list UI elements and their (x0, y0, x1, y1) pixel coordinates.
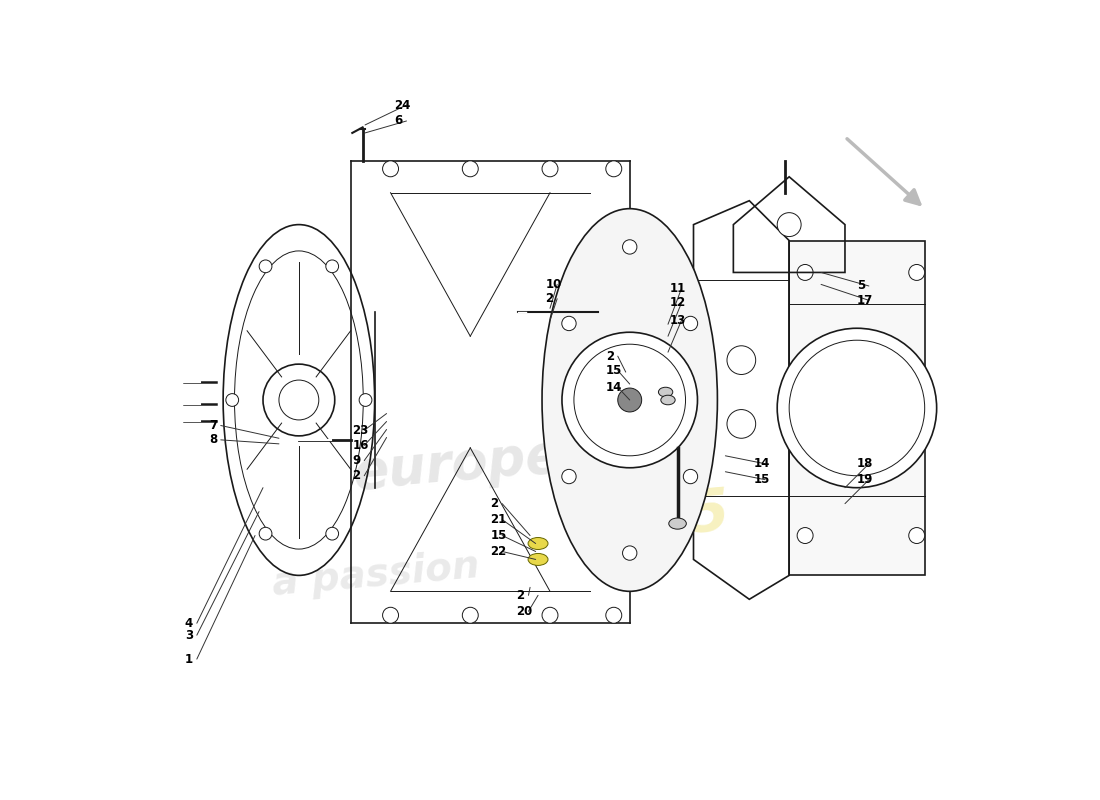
Text: 3: 3 (185, 629, 192, 642)
Text: 24: 24 (395, 98, 411, 111)
Ellipse shape (528, 554, 548, 566)
Text: 15: 15 (491, 529, 507, 542)
Circle shape (562, 316, 576, 330)
Polygon shape (789, 241, 925, 575)
Ellipse shape (528, 538, 548, 550)
Circle shape (326, 527, 339, 540)
Circle shape (909, 527, 925, 543)
Circle shape (462, 161, 478, 177)
Circle shape (683, 316, 697, 330)
Circle shape (562, 332, 697, 468)
Text: 12: 12 (670, 296, 685, 310)
Text: 18: 18 (857, 458, 873, 470)
Text: 2: 2 (546, 292, 553, 306)
Circle shape (326, 260, 339, 273)
Ellipse shape (659, 387, 673, 397)
Ellipse shape (661, 395, 675, 405)
Circle shape (260, 527, 272, 540)
Text: 5: 5 (857, 279, 866, 293)
Text: 9: 9 (352, 454, 361, 467)
Text: 16: 16 (352, 439, 368, 452)
Ellipse shape (542, 209, 717, 591)
Text: 20: 20 (517, 605, 532, 618)
Circle shape (542, 161, 558, 177)
Text: europes: europes (351, 427, 595, 500)
Text: 17: 17 (857, 294, 873, 307)
Circle shape (623, 546, 637, 560)
Circle shape (383, 161, 398, 177)
Circle shape (606, 607, 621, 623)
Circle shape (462, 607, 478, 623)
Circle shape (226, 394, 239, 406)
Text: 21: 21 (491, 513, 506, 526)
Text: 14: 14 (754, 458, 770, 470)
Circle shape (683, 470, 697, 484)
Circle shape (542, 607, 558, 623)
Circle shape (727, 346, 756, 374)
Circle shape (623, 240, 637, 254)
Text: 19: 19 (857, 474, 873, 486)
Circle shape (778, 328, 937, 488)
Circle shape (618, 388, 641, 412)
Text: a passion: a passion (271, 547, 482, 603)
Text: 14: 14 (606, 381, 623, 394)
Text: 22: 22 (491, 545, 506, 558)
Circle shape (798, 265, 813, 281)
Circle shape (562, 470, 576, 484)
Circle shape (778, 213, 801, 237)
Text: 6: 6 (395, 114, 403, 127)
Ellipse shape (669, 518, 686, 529)
Circle shape (383, 607, 398, 623)
Text: 8: 8 (209, 434, 217, 446)
Circle shape (798, 527, 813, 543)
Circle shape (359, 394, 372, 406)
Circle shape (606, 161, 621, 177)
Text: 15: 15 (754, 474, 770, 486)
Text: 2: 2 (491, 497, 498, 510)
Text: 4: 4 (185, 617, 194, 630)
Text: 11: 11 (670, 282, 685, 295)
Text: 7: 7 (209, 419, 217, 432)
Circle shape (727, 410, 756, 438)
Text: 1: 1 (185, 653, 192, 666)
Text: 2: 2 (606, 350, 614, 362)
Text: 13: 13 (670, 314, 685, 326)
Text: 1085: 1085 (565, 484, 733, 555)
Text: 2: 2 (352, 470, 361, 482)
Circle shape (909, 265, 925, 281)
Text: 2: 2 (517, 589, 525, 602)
Text: 15: 15 (606, 364, 623, 377)
Circle shape (260, 260, 272, 273)
Text: 23: 23 (352, 424, 368, 437)
Text: 10: 10 (546, 278, 561, 291)
